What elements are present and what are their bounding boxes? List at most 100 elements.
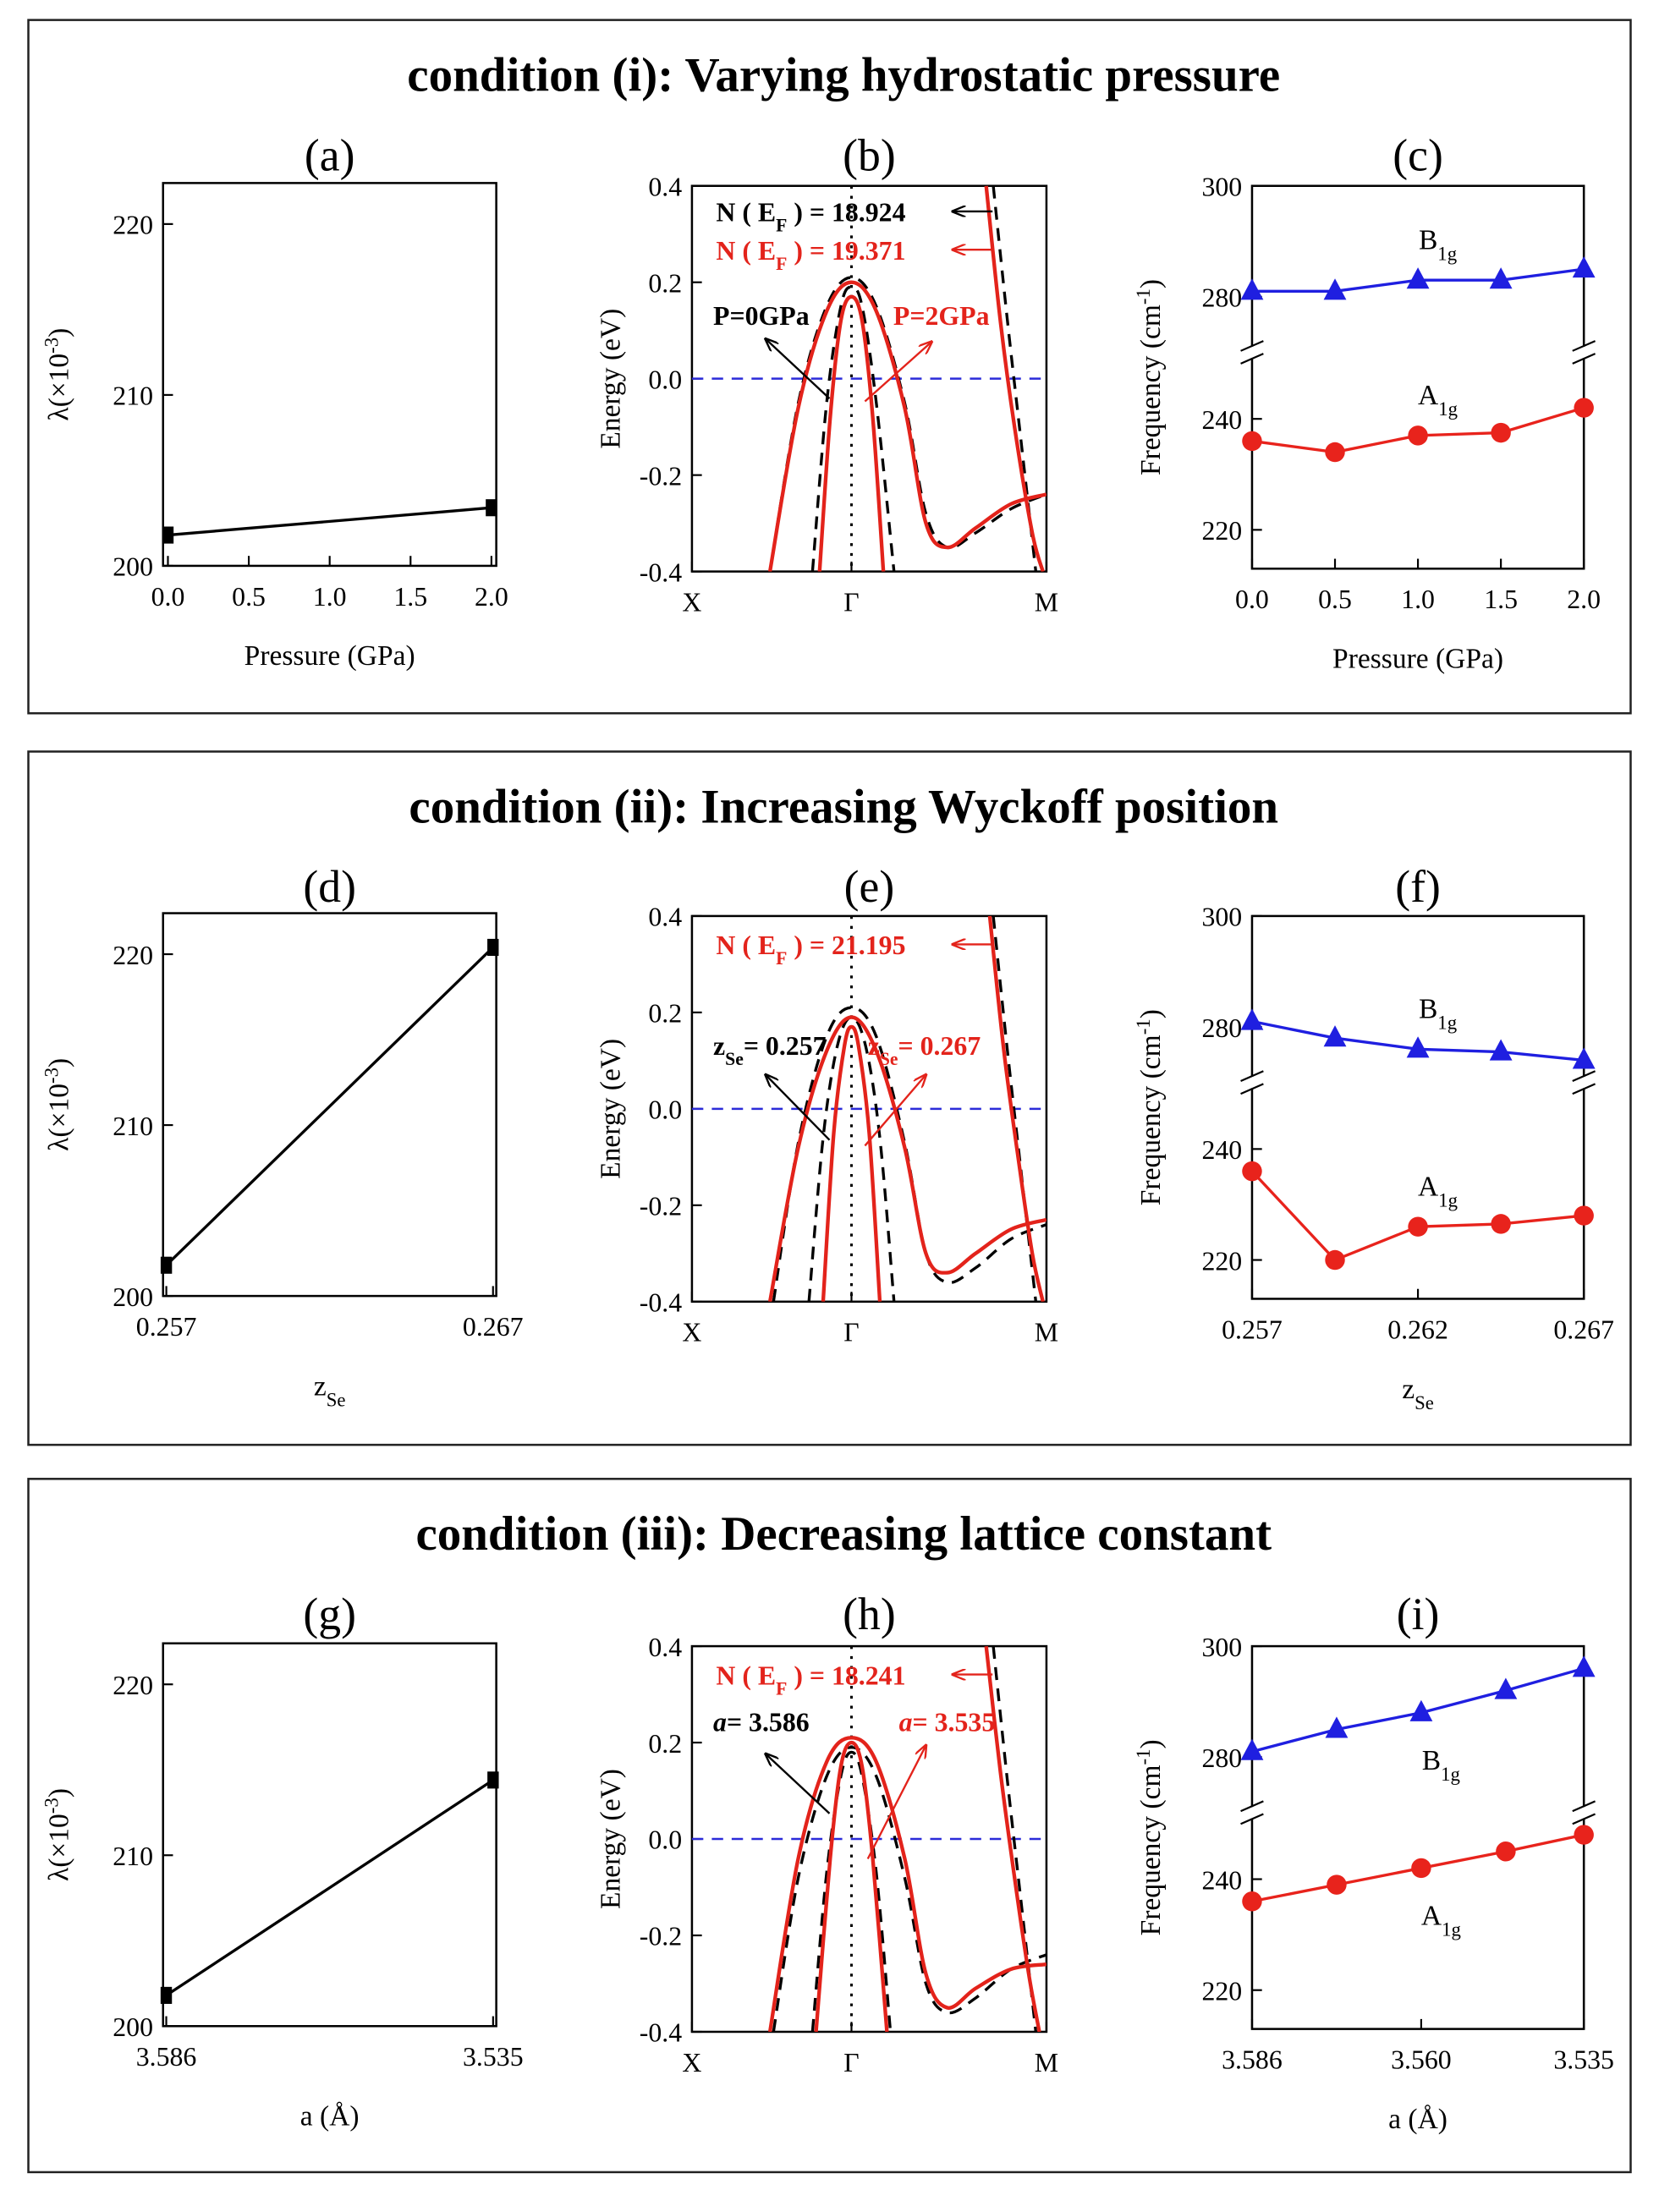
marker <box>1408 425 1428 446</box>
text-part: B <box>1419 224 1437 255</box>
text-part: ) <box>1135 279 1167 288</box>
marker <box>1411 1858 1431 1879</box>
text-part: A <box>1418 380 1438 411</box>
axis-break <box>1240 340 1264 352</box>
y-tick-label: 220 <box>1201 1246 1242 1276</box>
y-tick-label: 240 <box>1201 1135 1242 1165</box>
y-tick-label: 0.4 <box>648 903 682 932</box>
axis-break <box>1572 1083 1596 1095</box>
text-part: ) <box>43 328 74 338</box>
marker <box>1489 267 1513 289</box>
text-part: -1 <box>1133 288 1154 305</box>
section-title: condition (i): Varying hydrostatic press… <box>407 48 1280 102</box>
x-tick-label: M <box>1035 1318 1058 1348</box>
text-part: = 3.535 <box>913 1708 996 1737</box>
marker <box>1491 422 1511 443</box>
y-tick-label: 200 <box>113 2012 153 2042</box>
x-tick-label: 1.0 <box>1401 585 1435 614</box>
band-line <box>821 1024 882 1302</box>
axis-break <box>1240 1800 1264 1813</box>
text-part: ) <box>43 1788 74 1798</box>
x-tick-label: 0.267 <box>1553 1315 1614 1344</box>
text-part: ) <box>43 1058 74 1068</box>
x-tick-label: 3.586 <box>1222 2045 1283 2075</box>
text-part: Se <box>327 1389 346 1410</box>
text-part: 1g <box>1437 243 1457 264</box>
y-tick-label: -0.2 <box>640 1922 682 1951</box>
annotation: zSe= 0.257 <box>713 1031 827 1069</box>
plot-frame <box>1250 914 1585 1300</box>
marker <box>1325 1716 1349 1738</box>
band-line <box>987 915 1045 1302</box>
marker <box>160 1986 173 2004</box>
text-part: = 0.257 <box>744 1031 827 1061</box>
panel-label: (c) <box>1393 129 1443 180</box>
series-label: B1g <box>1422 1745 1460 1785</box>
annotation-arrow <box>864 1075 926 1147</box>
y-tick-label: -0.4 <box>640 1288 682 1318</box>
panel-label: (f) <box>1395 861 1441 912</box>
y-tick-label: 280 <box>1201 1743 1242 1773</box>
x-tick-label: Γ <box>843 588 859 617</box>
x-tick-label: X <box>682 588 701 617</box>
text-part: ) <box>1135 1739 1167 1748</box>
series-label: B1g <box>1419 224 1457 264</box>
y-tick-label: 300 <box>1201 1633 1242 1662</box>
marker <box>486 499 497 517</box>
marker <box>1494 1677 1518 1699</box>
y-tick-label: -0.4 <box>640 557 682 587</box>
text-part: A <box>1421 1900 1442 1931</box>
marker <box>487 1771 499 1789</box>
y-tick-label: 240 <box>1201 1865 1242 1895</box>
axis-break-gap <box>1572 1076 1596 1089</box>
marker <box>1240 1008 1264 1030</box>
y-axis-title: Energy (eV) <box>595 1769 626 1909</box>
text-part: -3 <box>41 1798 62 1814</box>
y-axis-title: λ(×10-3) <box>41 1788 74 1881</box>
text-part: 1g <box>1442 1918 1461 1940</box>
text-part: B <box>1422 1745 1441 1776</box>
plot-frame <box>1250 1644 1585 2030</box>
axis-break <box>1572 1070 1596 1082</box>
y-tick-label: 220 <box>113 211 153 240</box>
x-tick-label: 0.257 <box>1222 1315 1283 1344</box>
axis-break <box>1240 1813 1264 1825</box>
band-line <box>984 185 1045 572</box>
marker <box>162 526 174 544</box>
axis-break <box>1240 1083 1264 1095</box>
y-tick-label: 0.2 <box>648 1729 682 1759</box>
x-tick-label: 3.560 <box>1391 2045 1452 2075</box>
text-part: z <box>1402 1374 1415 1405</box>
text-part: ) = 21.195 <box>787 930 905 960</box>
marker <box>1572 1047 1596 1069</box>
text-part: = 3.586 <box>727 1708 810 1737</box>
marker <box>1325 442 1345 463</box>
text-part: F <box>776 216 787 236</box>
annotation-arrow <box>866 1745 926 1860</box>
marker <box>1489 1039 1513 1061</box>
marker <box>1325 1249 1345 1271</box>
x-tick-label: X <box>682 1318 701 1348</box>
text-part: Se <box>725 1049 744 1069</box>
y-tick-label: -0.2 <box>640 1192 682 1221</box>
text-part: N ( E <box>716 236 776 266</box>
text-part: = 0.267 <box>898 1031 981 1061</box>
text-part: Frequency (cm <box>1135 305 1167 475</box>
axis-break <box>1240 353 1264 365</box>
annotation: N ( EF ) = 21.195 <box>716 930 905 969</box>
section-frame <box>27 1478 1632 2174</box>
y-tick-label: 0.0 <box>648 365 682 394</box>
marker <box>160 1256 173 1274</box>
y-tick-label: 280 <box>1201 1013 1242 1043</box>
y-tick-label: 0.0 <box>648 1095 682 1125</box>
panel-label: (e) <box>844 861 895 912</box>
text-part: λ(×10 <box>43 354 74 421</box>
marker <box>1242 431 1262 452</box>
y-tick-label: 0.2 <box>648 999 682 1029</box>
y-axis-title: Frequency (cm-1) <box>1133 1009 1167 1205</box>
x-tick-label: 1.0 <box>313 582 347 612</box>
marker <box>1242 1891 1262 1912</box>
text-part: -3 <box>41 338 62 354</box>
band-line <box>992 1646 1038 2032</box>
